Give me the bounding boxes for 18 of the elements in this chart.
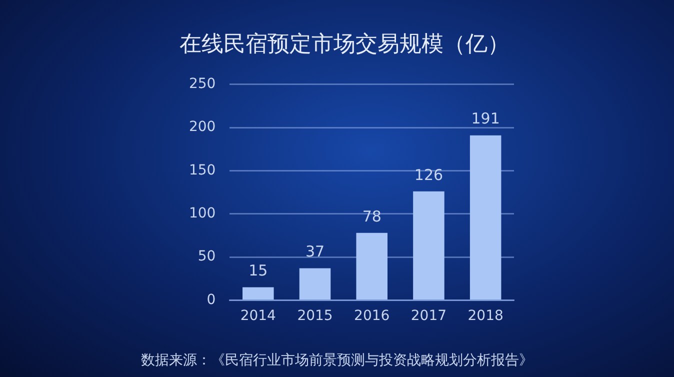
y-tick-label: 100 [188, 206, 216, 222]
x-tick-label: 2018 [468, 308, 504, 324]
y-tick-label: 50 [198, 248, 216, 265]
x-tick-label: 2015 [297, 308, 333, 324]
data-label: 126 [414, 166, 444, 184]
y-tick-label: 0 [206, 292, 216, 308]
data-label: 15 [248, 262, 268, 280]
y-tick-label: 150 [188, 162, 216, 178]
y-tick-label: 250 [188, 76, 216, 92]
x-tick-label: 2014 [240, 308, 276, 324]
y-tick-label: 200 [188, 119, 216, 136]
x-tick-label: 2016 [354, 308, 390, 324]
chart-title: 在线民宿预定市场交易规模（亿） [180, 32, 510, 57]
source-note: 数据来源：《民宿行业市场前景预测与投资战略规划分析报告》 [141, 352, 533, 369]
data-label: 78 [362, 207, 382, 226]
data-label: 191 [471, 110, 500, 128]
x-tick-label: 2017 [410, 308, 447, 324]
data-label: 37 [305, 242, 325, 261]
